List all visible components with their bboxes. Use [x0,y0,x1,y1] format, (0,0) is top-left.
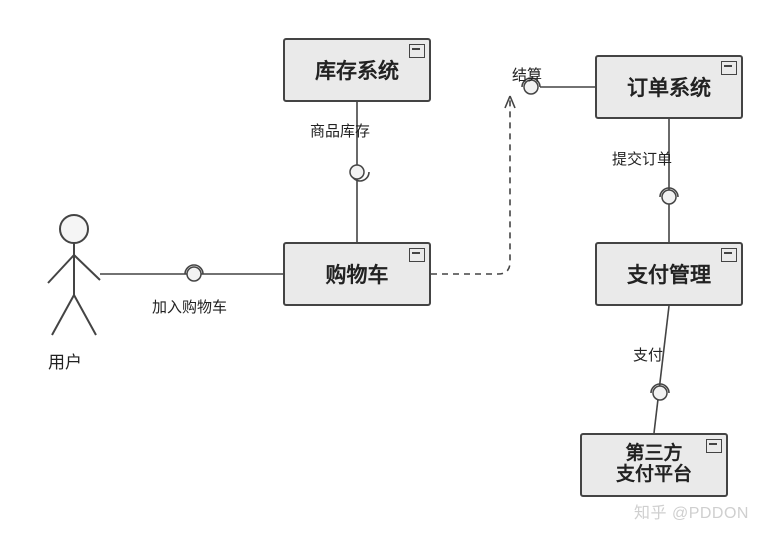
component-icon [706,439,722,453]
component-icon [409,44,425,58]
node-cart: 购物车 [283,242,431,306]
node-inventory: 库存系统 [283,38,431,102]
edge-label-stock: 商品库存 [310,120,370,141]
edge-label-add-to-cart: 加入购物车 [152,296,227,317]
actor-figure [48,215,100,335]
node-label: 支付管理 [627,259,711,289]
watermark: 知乎 @PDDON [634,499,749,523]
node-order: 订单系统 [595,55,743,119]
edge-payment-third [651,306,669,433]
edge-order-payment [660,119,678,242]
edge-label-pay: 支付 [633,344,663,365]
node-third-party: 第三方 支付平台 [580,433,728,497]
edge-user-cart [100,265,283,281]
actor-label: 用户 [48,348,82,373]
node-label-line2: 支付平台 [616,465,692,486]
component-icon [721,61,737,75]
node-label-line1: 第三方 [625,444,682,465]
component-icon [721,248,737,262]
node-label: 库存系统 [315,55,399,85]
node-payment: 支付管理 [595,242,743,306]
edge-cart-order [431,78,595,274]
node-label: 购物车 [326,259,389,289]
edge-label-checkout: 结算 [512,64,542,85]
edge-label-submit: 提交订单 [612,148,672,169]
component-icon [409,248,425,262]
node-label: 订单系统 [627,72,711,102]
